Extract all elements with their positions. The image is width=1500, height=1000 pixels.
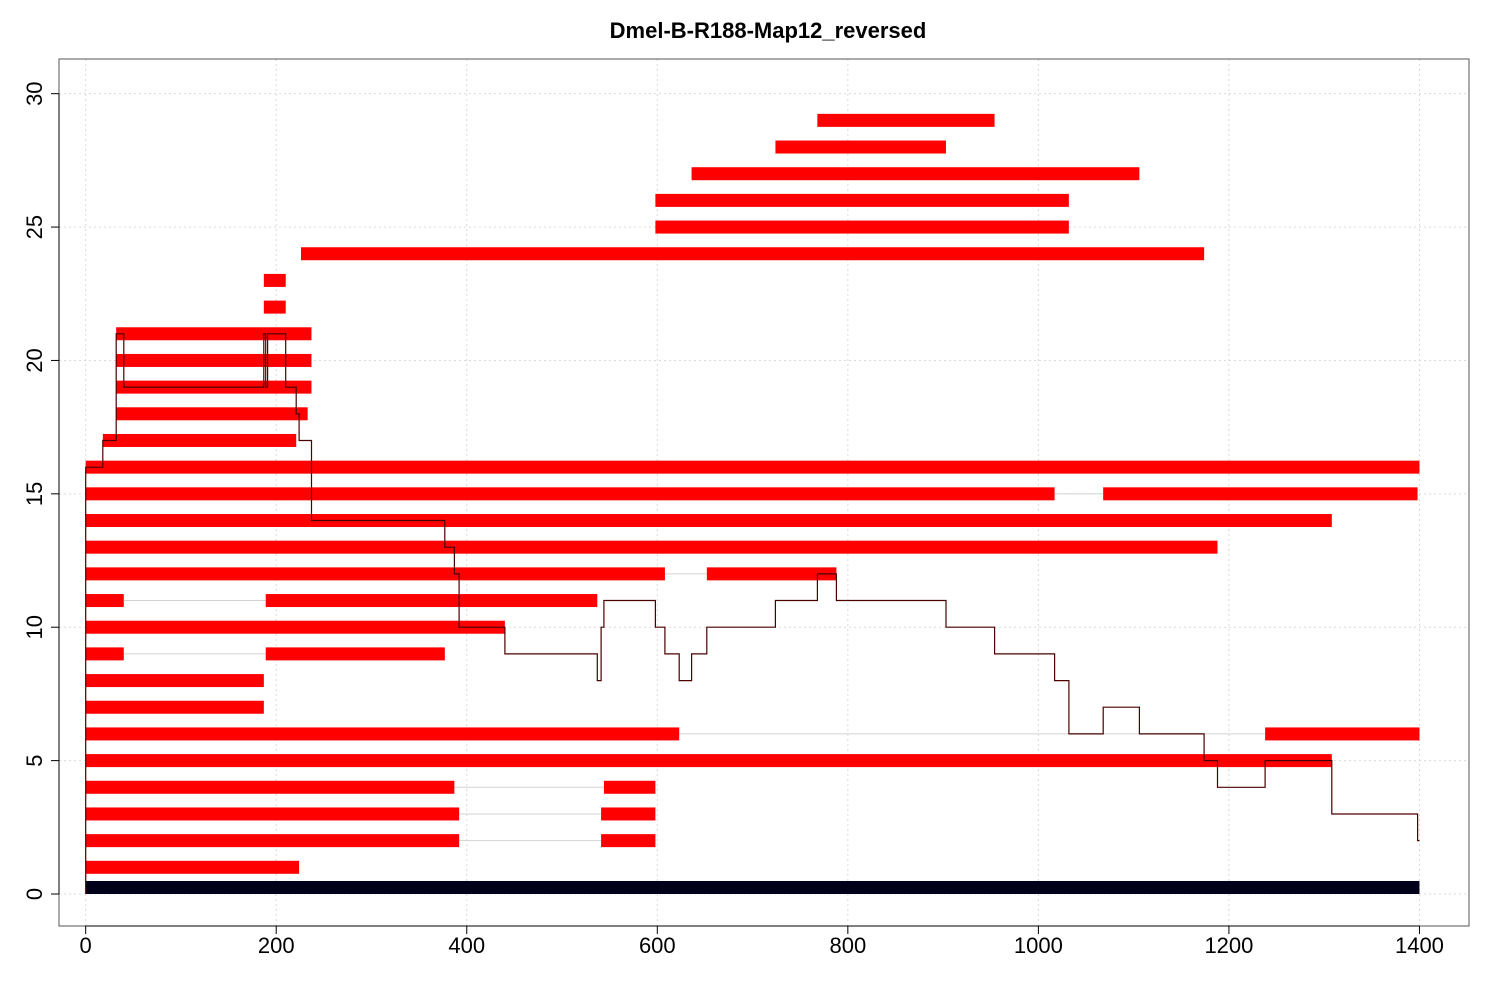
- read-segment: [116, 327, 312, 341]
- read-segment: [775, 140, 946, 154]
- x-tick-label: 200: [258, 933, 295, 958]
- read-segment: [601, 834, 656, 848]
- x-tick-label: 1400: [1395, 933, 1444, 958]
- read-segment: [85, 807, 460, 821]
- read-segment: [85, 700, 264, 714]
- x-tick-label: 1000: [1014, 933, 1063, 958]
- read-segment: [655, 220, 1069, 234]
- x-tick-label: 400: [448, 933, 485, 958]
- y-tick-label: 5: [22, 754, 47, 766]
- read-segment: [116, 353, 312, 367]
- read-segment: [85, 540, 1218, 554]
- x-axis: 0 200 400 600 800 1000 1200 1400: [80, 925, 1444, 958]
- x-tick-label: 0: [80, 933, 92, 958]
- read-segment: [1103, 487, 1418, 501]
- read-segment: [817, 113, 995, 127]
- read-segment: [1265, 727, 1420, 741]
- read-segment: [85, 754, 1332, 768]
- read-segment: [263, 300, 286, 314]
- read-segment: [85, 594, 124, 608]
- read-segment: [85, 860, 300, 874]
- y-axis: 0 5 10 15 20 25 30: [22, 81, 60, 900]
- read-segment: [85, 674, 264, 688]
- read-segment: [655, 193, 1069, 207]
- chart-title: Dmel-B-R188-Map12_reversed: [610, 18, 927, 43]
- reference-bar: [85, 880, 1420, 894]
- read-segment: [265, 647, 445, 661]
- read-segment: [116, 407, 308, 421]
- read-segment: [85, 727, 680, 741]
- read-segment: [85, 487, 1055, 501]
- y-tick-label: 15: [22, 482, 47, 506]
- x-tick-label: 800: [829, 933, 866, 958]
- y-tick-label: 30: [22, 81, 47, 105]
- read-segment: [265, 594, 598, 608]
- y-tick-label: 20: [22, 348, 47, 372]
- read-segments: [85, 113, 1420, 874]
- read-segment: [85, 514, 1332, 528]
- read-segment: [85, 567, 665, 581]
- y-tick-label: 10: [22, 615, 47, 639]
- x-tick-label: 600: [639, 933, 676, 958]
- read-segment: [85, 834, 460, 848]
- coverage-line: [85, 333, 1420, 894]
- reference-segment: [85, 880, 1420, 894]
- read-segment: [691, 167, 1140, 181]
- read-segment: [601, 807, 656, 821]
- read-segment: [85, 647, 124, 661]
- read-segment: [85, 460, 1420, 474]
- read-segment: [102, 433, 297, 447]
- read-segment: [603, 780, 656, 794]
- y-tick-label: 25: [22, 215, 47, 239]
- read-segment: [706, 567, 837, 581]
- x-tick-label: 1200: [1204, 933, 1253, 958]
- coverage-polyline: [85, 333, 1420, 894]
- read-segment: [263, 273, 286, 287]
- read-segment: [85, 780, 455, 794]
- y-tick-label: 0: [22, 888, 47, 900]
- read-segment: [300, 247, 1205, 261]
- read-segment: [85, 620, 505, 634]
